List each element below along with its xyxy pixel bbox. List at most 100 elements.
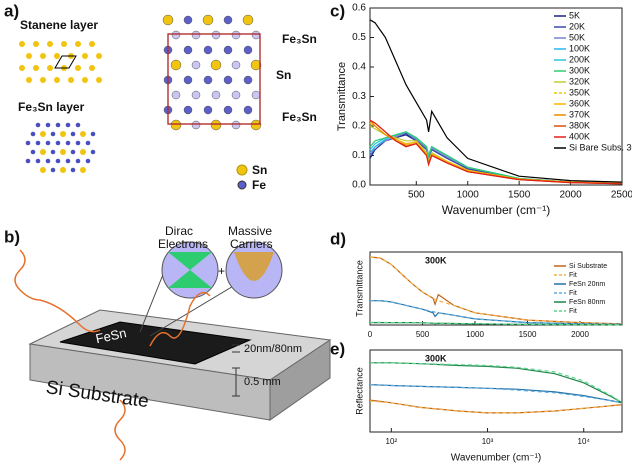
legend-label: 400K [569, 131, 590, 141]
y-tick-label: 0.1 [352, 150, 366, 161]
plus-sign: + [218, 264, 225, 278]
legend-label: 370K [569, 109, 590, 119]
atom [89, 41, 95, 47]
atom [202, 14, 214, 26]
atom [70, 167, 76, 173]
atom [251, 90, 261, 100]
legend-label: Sn [252, 163, 267, 177]
atom [90, 131, 96, 137]
panel-label: e) [330, 339, 345, 358]
x-tick-label: 0 [368, 330, 373, 339]
atom [60, 167, 66, 173]
layer-label: Sn [276, 68, 291, 82]
x-tick-label: 1000 [457, 190, 480, 201]
legend-label: 300K [569, 65, 590, 75]
atom [251, 30, 261, 40]
atom [19, 41, 25, 47]
legend-label: 20K [569, 21, 585, 31]
x-tick-label: 10⁴ [578, 437, 591, 446]
layer-label: Fe₃Sn [282, 110, 317, 124]
atom [50, 167, 56, 173]
legend-label: 200K [569, 54, 590, 64]
series-line [370, 362, 623, 404]
legend-label: Fit [569, 272, 577, 279]
y-tick-label: 0.6 [352, 3, 366, 14]
atom [183, 45, 193, 55]
series-line [370, 300, 623, 325]
series-line [369, 384, 623, 404]
atom [19, 65, 25, 71]
circle-label: Carriers [230, 237, 273, 251]
legend-label: 360K [569, 98, 590, 108]
atom [191, 120, 201, 130]
atom [68, 77, 74, 83]
atom [210, 59, 222, 71]
atom [170, 59, 182, 71]
atom [183, 75, 193, 85]
annotation: 300K [425, 353, 447, 363]
atom [55, 158, 61, 164]
atom [70, 149, 76, 155]
atom [85, 140, 91, 146]
legend-label: 320K [569, 76, 590, 86]
circle-label: Electrons [158, 237, 208, 251]
atom [75, 158, 81, 164]
atom [60, 131, 66, 137]
atom [203, 75, 213, 85]
atom [30, 131, 36, 137]
x-tick-label: 1500 [519, 330, 537, 339]
legend-marker [236, 164, 248, 176]
atom [47, 41, 53, 47]
atom [242, 14, 254, 26]
atom [203, 45, 213, 55]
x-tick-label: 10³ [482, 437, 494, 446]
legend-label: 380K [569, 120, 590, 130]
atom [70, 131, 76, 137]
y-axis-label: Transmittance [336, 62, 348, 131]
atom [250, 119, 262, 131]
layer-label: Stanene layer [20, 18, 98, 32]
y-tick-label: 0.3 [352, 91, 366, 102]
atom [25, 140, 31, 146]
legend-label: Si Substrate [569, 263, 607, 270]
atom [85, 158, 91, 164]
atom [40, 77, 46, 83]
atom [203, 105, 213, 115]
atom [191, 30, 201, 40]
legend-label: Fit [569, 308, 577, 315]
circle-label: Massive [228, 224, 272, 238]
y-axis-label: Transmittance [354, 260, 364, 317]
x-tick-label: 10² [386, 437, 398, 446]
atom [60, 149, 66, 155]
atom [40, 53, 46, 59]
series-line [369, 131, 623, 185]
legend-label: Fit [569, 290, 577, 297]
atom [75, 41, 81, 47]
x-tick-label: 2000 [559, 190, 582, 201]
atom [40, 167, 46, 173]
atom [82, 77, 88, 83]
atom [82, 53, 88, 59]
atom [54, 53, 60, 59]
series-line [369, 19, 623, 183]
atom [223, 105, 233, 115]
atom [45, 140, 51, 146]
x-axis-label: Wavenumber (cm⁻¹) [451, 453, 541, 464]
plot-frame [369, 349, 623, 433]
atom [61, 41, 67, 47]
legend-label: 100K [569, 43, 590, 53]
legend-label: Fe [252, 178, 266, 192]
atom [96, 77, 102, 83]
atom [54, 77, 60, 83]
atom [33, 41, 39, 47]
atom [162, 14, 174, 26]
y-tick-label: 0.2 [352, 121, 366, 132]
legend-label: FeSn 80nm [569, 299, 605, 306]
panel-label: d) [330, 229, 346, 248]
atom [40, 149, 46, 155]
atom [171, 30, 181, 40]
atom [243, 75, 253, 85]
atom [223, 45, 233, 55]
atom [211, 30, 221, 40]
series-line [369, 399, 623, 414]
